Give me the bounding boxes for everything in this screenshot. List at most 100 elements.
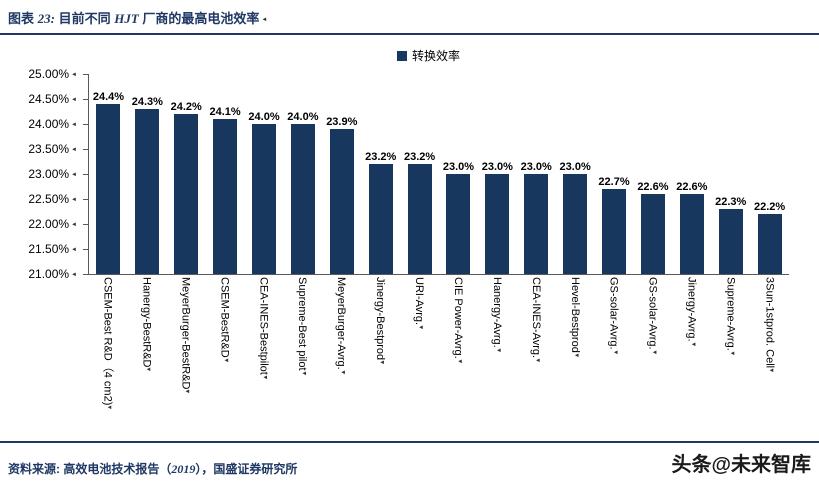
figure-title: 图表 23: 目前不同 HJT 厂商的最高电池效率: [8, 11, 259, 26]
return-mark-icon: ◄: [690, 341, 697, 348]
figure-title-hjt: HJT: [114, 11, 139, 26]
y-axis-tick-label: 25.00% ◄: [28, 67, 77, 81]
x-axis-label-cell: 3Sun-1stprod. Cell◄: [750, 277, 789, 433]
y-axis-tick: [83, 149, 88, 150]
footer-divider: [0, 441, 819, 443]
return-mark-icon: ◄: [418, 325, 425, 332]
bar-value-label: 24.0%: [287, 111, 319, 123]
source-year: 2019: [171, 462, 196, 476]
bar: [135, 109, 160, 274]
return-mark-icon: ◄: [71, 122, 77, 128]
x-axis-label-cell: Jinergy-Avrg.◄: [672, 277, 711, 433]
return-mark-icon: ◄: [71, 147, 77, 153]
y-axis-tick-label: 21.00% ◄: [28, 267, 77, 281]
bar-value-label: 22.6%: [676, 181, 708, 193]
y-axis-tick: [83, 249, 88, 250]
bar: [602, 189, 627, 274]
return-mark-icon: ◄: [184, 389, 191, 396]
x-axis-label: GS-solar-Avrg.◄: [646, 277, 659, 356]
return-mark-icon: ◄: [145, 367, 152, 374]
bar-value-label: 23.0%: [559, 161, 591, 173]
x-axis-label: Hevel-Bestprod◄: [568, 277, 581, 359]
bar-value-label: 23.0%: [520, 161, 552, 173]
x-axis-label: Hanergy-BestR&D◄: [140, 277, 153, 374]
x-axis-label-cell: CSEM-BestR&D◄: [205, 277, 244, 433]
return-mark-icon: ◄: [456, 358, 463, 365]
return-mark-icon: ◄: [71, 197, 77, 203]
y-axis-tick-label: 24.00% ◄: [28, 117, 77, 131]
return-mark-icon: ◄: [71, 247, 77, 253]
bar: [524, 174, 549, 274]
return-mark-icon: ◄: [729, 350, 736, 357]
x-axis-label: Supreme-Best pilot◄: [296, 277, 309, 377]
bar-column: 23.2%: [400, 151, 439, 274]
bar-value-label: 24.1%: [209, 106, 241, 118]
bar: [485, 174, 510, 274]
figure-header: 图表 23: 目前不同 HJT 厂商的最高电池效率 ◄: [0, 0, 819, 33]
return-mark-icon: ◄: [71, 222, 77, 228]
footer-row: 资料来源: 高效电池技术报告（2019），国盛证券研究所 头条@未来智库: [0, 443, 819, 483]
return-mark-icon: ◄: [106, 405, 113, 412]
bar-column: 22.2%: [750, 201, 789, 274]
x-axis-row: CSEM-Best R&D（4 cm2)◄ Hanergy-BestR&D◄ Mey…: [8, 275, 789, 433]
x-axis-label-cell: URI-Avrg.◄: [400, 277, 439, 433]
plot-row: 25.00% ◄ 24.50% ◄ 24.00% ◄ 23.50% ◄ 23.00% ◄ 22.50…: [8, 67, 789, 281]
x-axis-label: URI-Avrg.◄: [413, 277, 426, 332]
x-axis-label: Supreme-Avrg.◄: [724, 277, 737, 357]
return-mark-icon: ◄: [573, 352, 580, 359]
x-axis-label: Jinergy-Avrg.◄: [685, 277, 698, 348]
return-mark-icon: ◄: [651, 349, 658, 356]
y-axis-tick: [83, 199, 88, 200]
return-mark-icon: ◄: [223, 357, 230, 364]
return-mark-icon: ◄: [71, 272, 77, 278]
header-divider: [0, 33, 819, 35]
bar-column: 22.6%: [672, 181, 711, 274]
bar-value-label: 22.2%: [753, 201, 786, 213]
bar: [407, 164, 432, 274]
x-axis-label-cell: Hevel-Bestprod◄: [555, 277, 594, 433]
footer: 资料来源: 高效电池技术报告（2019），国盛证券研究所 头条@未来智库: [0, 441, 819, 483]
bar-column: 24.2%: [167, 101, 206, 274]
bar-value-label: 22.7%: [598, 176, 630, 188]
x-axis-label-cell: Hanergy-Avrg.◄: [477, 277, 516, 433]
bar-value-label: 24.4%: [92, 91, 125, 103]
bar: [640, 194, 665, 274]
bar-value-label: 23.0%: [442, 161, 475, 173]
y-axis-tick: [83, 74, 88, 75]
bar-column: 23.2%: [361, 151, 400, 274]
x-axis-label: CEA-INES-Avrg.◄: [529, 277, 542, 365]
bar-column: 24.1%: [206, 106, 245, 274]
bar: [329, 129, 354, 274]
y-axis-tick-label: 23.00% ◄: [28, 167, 77, 181]
bar-column: 23.0%: [478, 161, 517, 274]
return-mark-icon: ◄: [340, 369, 347, 376]
source-note: 资料来源: 高效电池技术报告（2019），国盛证券研究所: [8, 460, 297, 477]
return-mark-icon: ◄: [768, 368, 775, 375]
y-axis-tick: [83, 274, 88, 275]
bar-value-label: 23.0%: [481, 161, 513, 173]
x-axis-label: CSEM-Best R&D（4 cm2)◄: [101, 277, 114, 412]
bar: [679, 194, 704, 274]
source-text2: ），国盛证券研究所: [195, 462, 298, 476]
figure-title-text1: 目前不同: [54, 11, 115, 26]
x-axis-label-cell: Jinergy-Bestprod◄: [361, 277, 400, 433]
return-mark-icon: ◄: [301, 370, 308, 377]
bar-column: 23.0%: [556, 161, 595, 274]
y-axis-tick: [83, 124, 88, 125]
bar: [446, 174, 471, 274]
y-axis-tick-label: 24.50% ◄: [28, 92, 77, 106]
bar: [718, 209, 743, 274]
paragraph-mark-icon: ◄: [261, 17, 268, 23]
x-axis-label-cell: MeyerBurger-BestR&D◄: [166, 277, 205, 433]
watermark: 头条@未来智库: [671, 454, 811, 476]
return-mark-icon: ◄: [612, 349, 619, 356]
y-axis-tick: [83, 99, 88, 100]
y-axis-tick: [83, 174, 88, 175]
x-axis-label-cell: GS-solar-Avrg.◄: [594, 277, 633, 433]
bar: [757, 214, 782, 274]
x-axis-label-cell: Hanergy-BestR&D◄: [127, 277, 166, 433]
bar: [213, 119, 238, 274]
legend-swatch-icon: [396, 50, 407, 61]
x-axis-label-cell: CEA-INES-Avrg.◄: [516, 277, 555, 433]
